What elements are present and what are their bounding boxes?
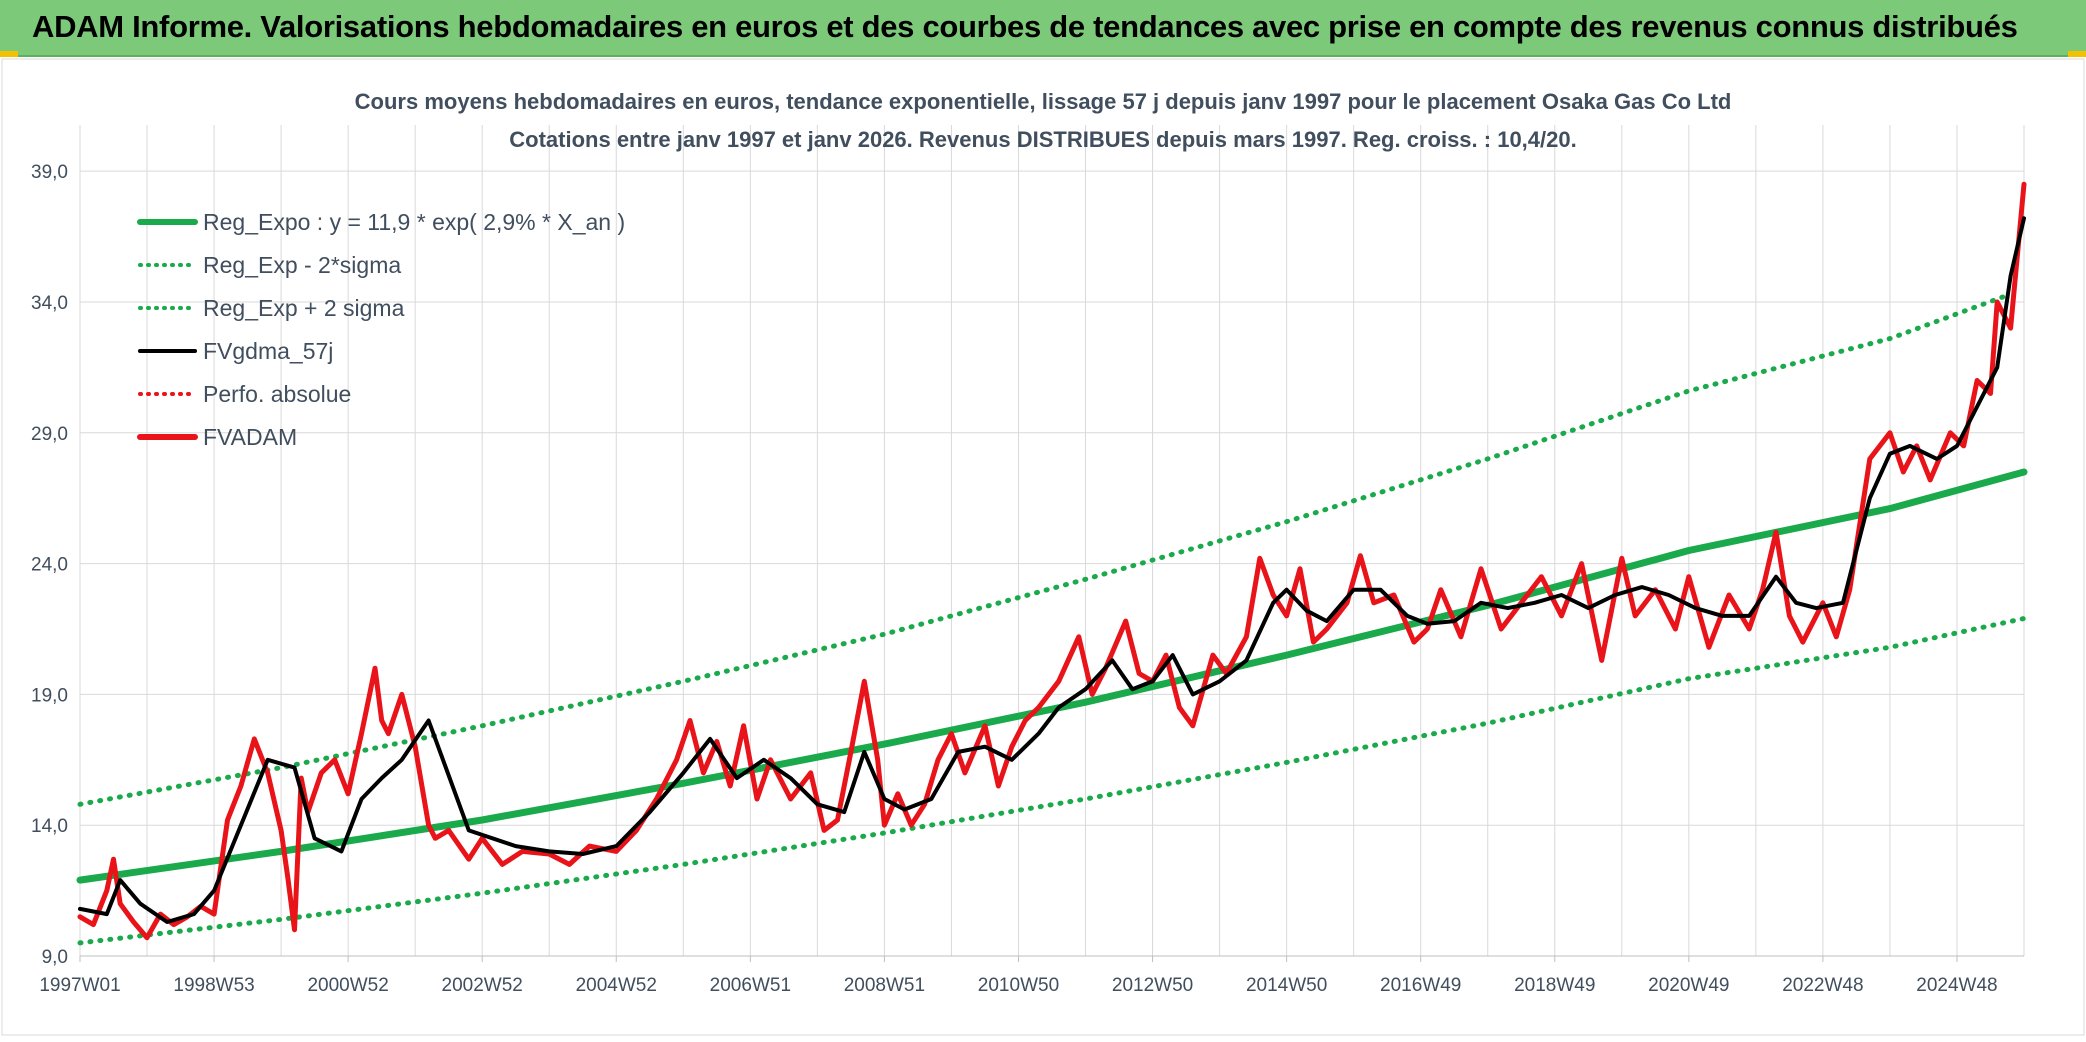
x-tick-label: 2004W52 bbox=[576, 975, 657, 996]
x-tick-label: 2024W48 bbox=[1916, 975, 1997, 996]
legend-label: Reg_Exp + 2 sigma bbox=[203, 295, 405, 321]
x-tick-label: 2006W51 bbox=[710, 975, 791, 996]
chart-title-line2: Cotations entre janv 1997 et janv 2026. … bbox=[509, 127, 1576, 152]
x-tick-label: 2014W50 bbox=[1246, 975, 1327, 996]
legend-label: FVgdma_57j bbox=[203, 338, 333, 364]
legend-label: Perfo. absolue bbox=[203, 381, 351, 407]
corner-mark-left bbox=[0, 51, 18, 57]
y-tick-label: 39,0 bbox=[31, 162, 68, 183]
x-tick-label: 2016W49 bbox=[1380, 975, 1461, 996]
header-title: ADAM Informe. Valorisations hebdomadaire… bbox=[32, 9, 2018, 44]
y-tick-label: 34,0 bbox=[31, 293, 68, 314]
chart-svg: Cours moyens hebdomadaires en euros, ten… bbox=[1, 58, 2085, 1036]
x-tick-label: 2002W52 bbox=[442, 975, 523, 996]
legend-label: Reg_Expo : y = 11,9 * exp( 2,9% * X_an ) bbox=[203, 209, 625, 235]
y-tick-label: 9,0 bbox=[42, 947, 68, 968]
x-tick-label: 2018W49 bbox=[1514, 975, 1595, 996]
x-tick-label: 1998W53 bbox=[173, 975, 254, 996]
grid-layer bbox=[79, 125, 2025, 957]
legend-label: FVADAM bbox=[203, 424, 297, 450]
x-tick-label: 2010W50 bbox=[978, 975, 1059, 996]
series-reg-expo-line bbox=[76, 468, 2028, 884]
x-tick-label: 2012W50 bbox=[1112, 975, 1193, 996]
y-tick-label: 19,0 bbox=[31, 685, 68, 706]
x-tick-label: 2020W49 bbox=[1648, 975, 1729, 996]
x-tick-label: 2022W48 bbox=[1782, 975, 1863, 996]
x-tick-label: 2000W52 bbox=[307, 975, 388, 996]
series-reg-exp-minus-2sigma-line bbox=[77, 616, 2027, 946]
chart-title-line1: Cours moyens hebdomadaires en euros, ten… bbox=[355, 89, 1732, 114]
series-layer bbox=[76, 181, 2028, 946]
x-tick-label: 1997W01 bbox=[39, 975, 120, 996]
x-tick-label: 2008W51 bbox=[844, 975, 925, 996]
corner-mark-right bbox=[2068, 51, 2086, 57]
series-fvadam-line bbox=[77, 181, 2027, 941]
legend-label: Reg_Exp - 2*sigma bbox=[203, 252, 401, 278]
axis-layer: 9,0 14,0 19,0 24,0 29,0 34,0 39,0 1997W01 1998W5… bbox=[31, 162, 2024, 996]
y-tick-label: 24,0 bbox=[31, 555, 68, 576]
legend: Reg_Expo : y = 11,9 * exp( 2,9% * X_an )… bbox=[137, 209, 625, 450]
chart-area: Cours moyens hebdomadaires en euros, ten… bbox=[0, 57, 2086, 1037]
header-banner: ADAM Informe. Valorisations hebdomadaire… bbox=[0, 0, 2086, 57]
y-tick-label: 29,0 bbox=[31, 424, 68, 445]
y-tick-label: 14,0 bbox=[31, 816, 68, 837]
series-fvgdma-57j-line bbox=[78, 216, 2026, 924]
